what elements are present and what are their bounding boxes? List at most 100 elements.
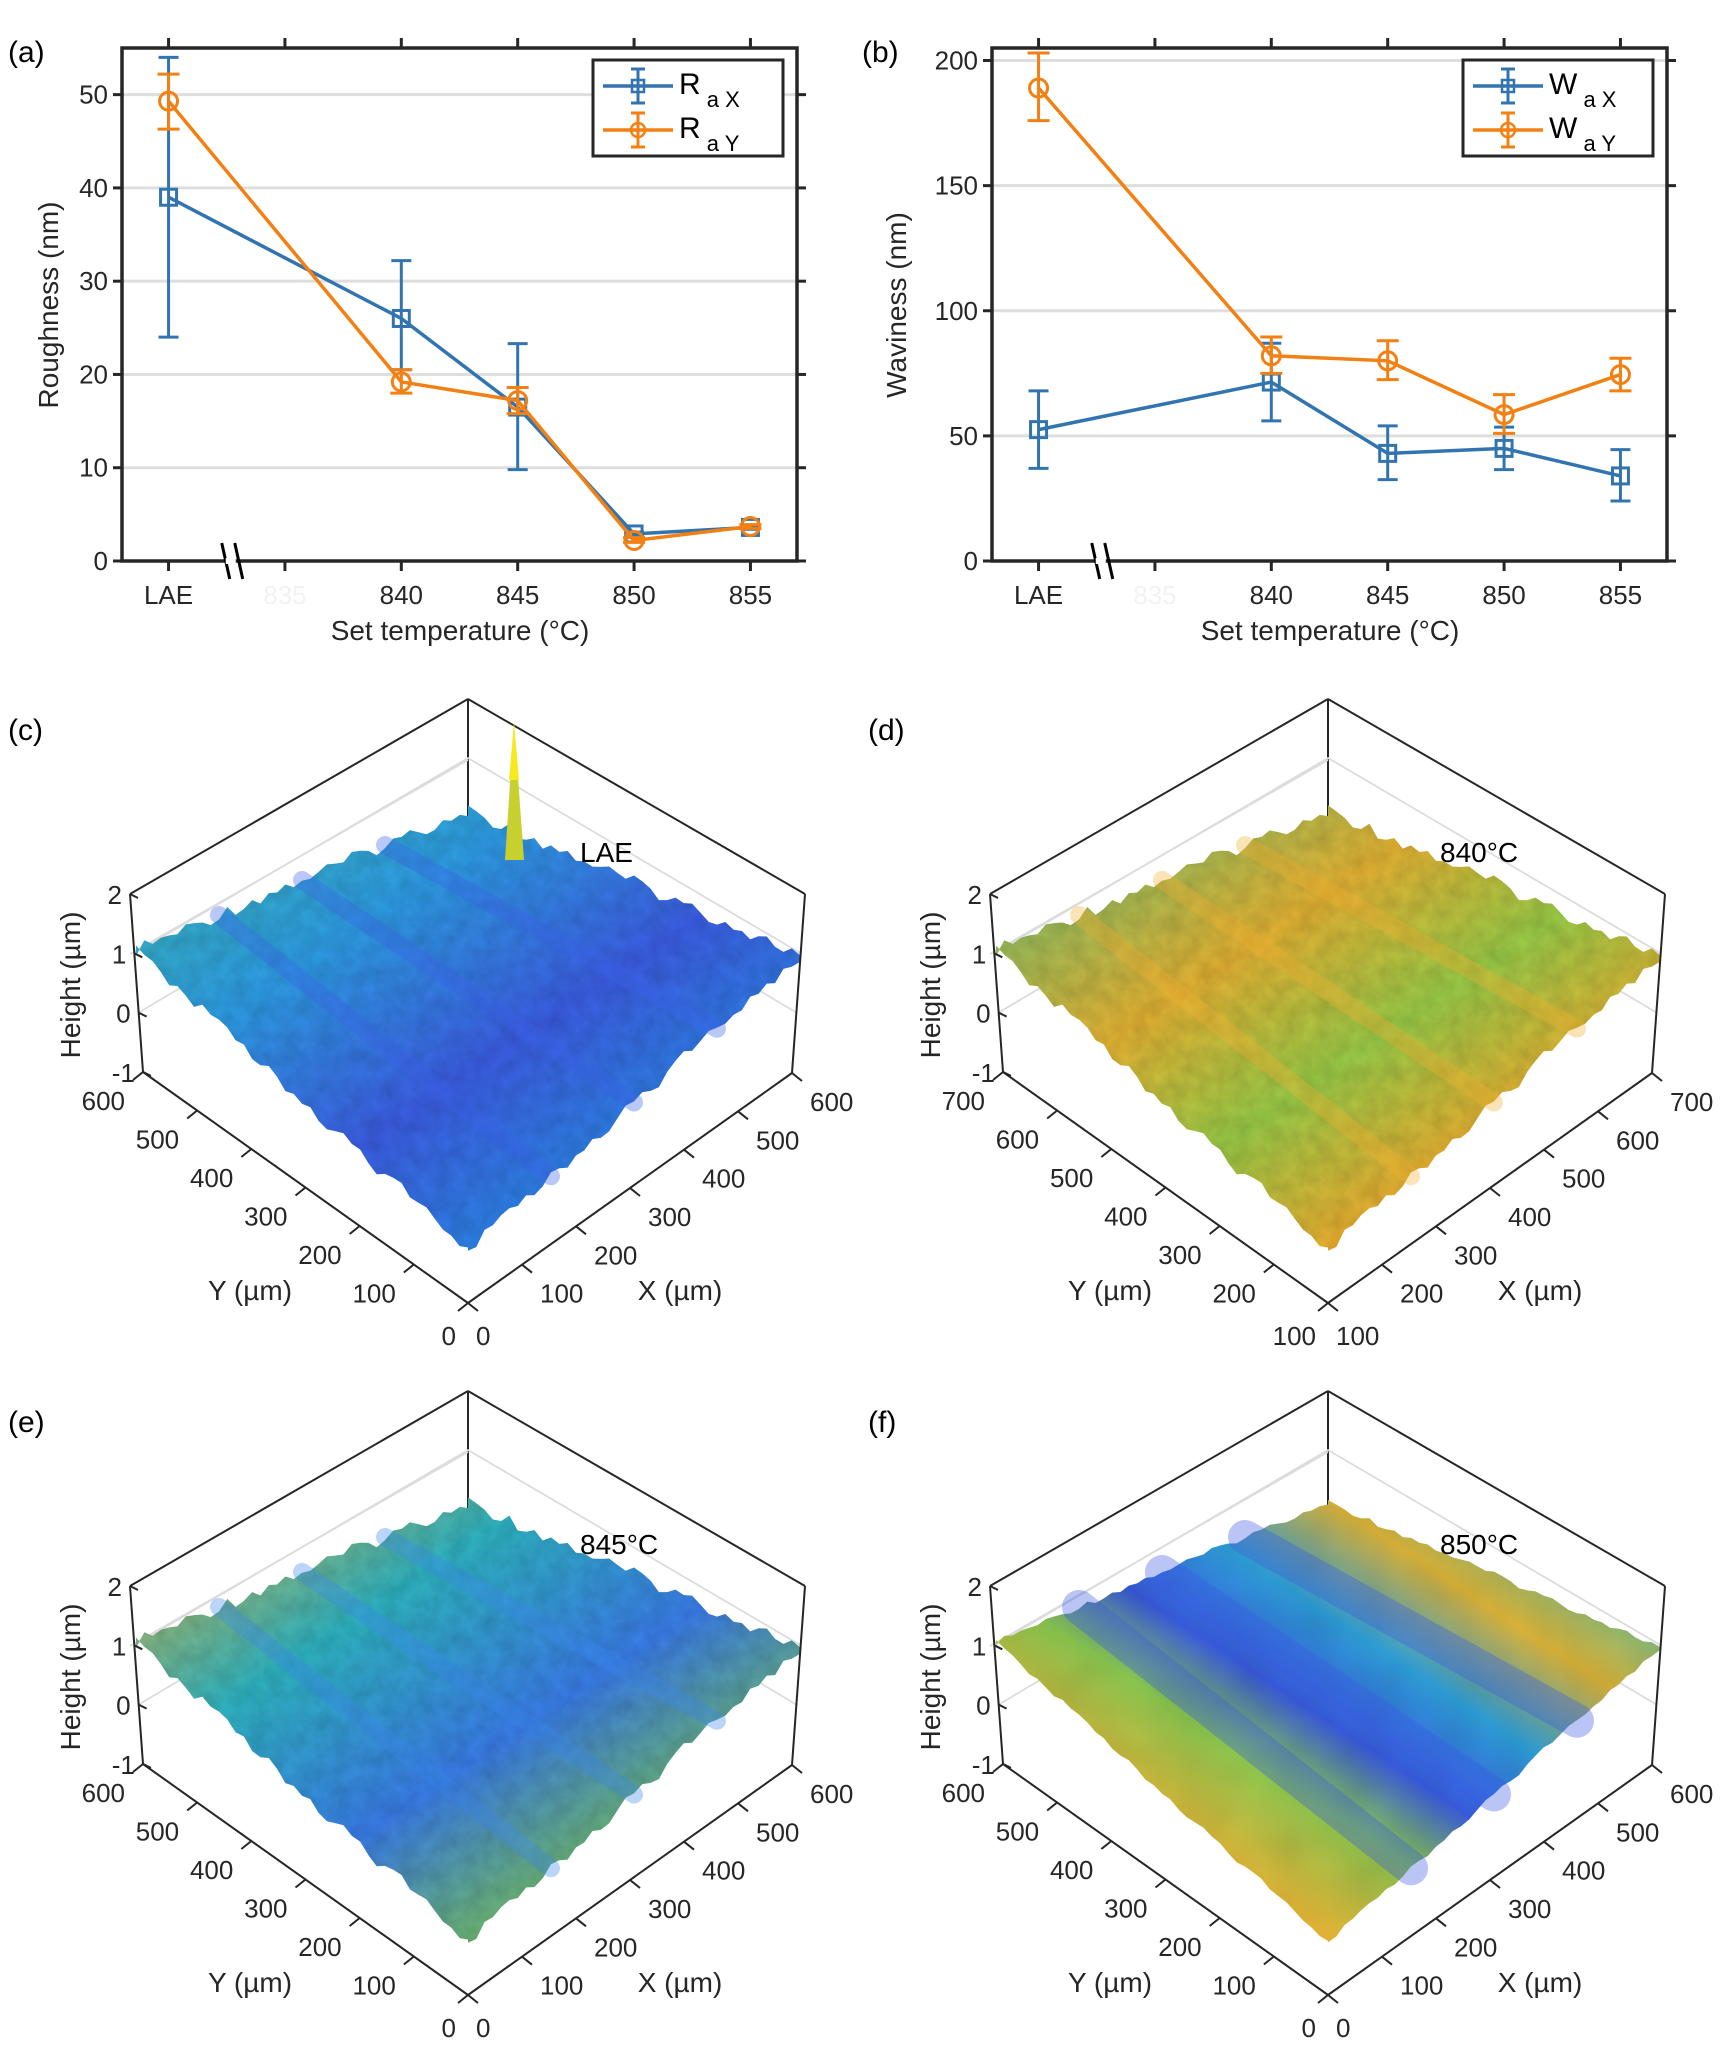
z-tick <box>998 1703 1008 1710</box>
z-axis-line-right <box>791 893 806 1074</box>
x-tick <box>791 1072 803 1082</box>
y-tick <box>1263 1955 1275 1966</box>
z-tick <box>129 1585 139 1591</box>
y-tick <box>1046 1801 1058 1812</box>
y-tick-label: 400 <box>1104 1202 1147 1232</box>
data-point <box>623 529 645 551</box>
x-tick-label: 400 <box>1508 1202 1551 1232</box>
data-point <box>1028 77 1050 99</box>
y-tick <box>349 1917 361 1927</box>
series-line <box>167 195 751 536</box>
x-tick-label: 840 <box>380 580 423 610</box>
y-tick-label: 300 <box>1104 1894 1147 1924</box>
y-tick-label: 600 <box>942 1778 985 1808</box>
legend-label-main: W <box>1549 112 1578 145</box>
x-tick-label: 200 <box>594 1240 637 1270</box>
y-axis-title: Y (µm) <box>208 1967 292 1998</box>
z-tick <box>993 1644 1003 1651</box>
z-gridline-2 <box>129 1451 469 1647</box>
x-tick-label: 100 <box>540 1971 583 2001</box>
z-tick-label: -1 <box>112 1058 135 1088</box>
x-axis-title-b: Set temperature (°C) <box>1201 615 1460 646</box>
y-tick <box>1317 1302 1329 1312</box>
x-axis-title: X (µm) <box>638 1967 723 1998</box>
x-tick-label: 300 <box>1454 1240 1497 1270</box>
data-point <box>1609 364 1631 386</box>
data-point <box>739 515 761 537</box>
y-tick-label: 0 <box>442 1321 456 1351</box>
x-tick <box>629 1879 641 1889</box>
surface-annotation: 840°C <box>1440 837 1518 868</box>
y-tick <box>240 1148 252 1158</box>
x-tick-label: 400 <box>702 1856 745 1886</box>
y-tick-label: 200 <box>935 46 978 76</box>
y-tick-label: 200 <box>1212 1279 1255 1309</box>
z-axis-line-right <box>1651 1585 1666 1766</box>
x-tick <box>467 1302 479 1312</box>
x-tick-label: 200 <box>1400 1279 1443 1309</box>
box-edge <box>129 1390 469 1587</box>
x-tick <box>1381 1263 1393 1274</box>
z-axis-title: Height (µm) <box>55 1604 86 1751</box>
box-edge <box>989 698 1329 895</box>
z-tick-label: -1 <box>972 1058 995 1088</box>
x-tick-label: 0 <box>1336 2013 1350 2043</box>
waviness-chart: (b) 0 50 100 150 200 LAE 835 840 845 850 855 W a X… <box>862 36 1676 646</box>
z-tick <box>133 1644 143 1651</box>
y-tick-label: 200 <box>298 1240 341 1270</box>
x-tick <box>791 1764 803 1774</box>
y-tick-label: 0 <box>94 546 108 576</box>
x-tick-label: 300 <box>648 1202 691 1232</box>
axis-break-gap <box>225 558 236 564</box>
legend-box <box>1461 58 1655 158</box>
legend-label-sub: a Y <box>701 131 740 156</box>
surface-annotation: 845°C <box>580 1529 658 1560</box>
axis-break-gap <box>1095 558 1106 564</box>
x-tick-label: 500 <box>1616 1817 1659 1847</box>
y-tick-label: 0 <box>1302 2013 1316 2043</box>
surface-annotation: LAE <box>580 837 633 868</box>
surface-plot-lae: (c) 2 1 0 -1 Height (µm) 0 100 200 300 400 500 600 Y … <box>8 698 853 1351</box>
surface-ridge <box>210 906 560 1186</box>
surface <box>136 805 800 1251</box>
x-axis-title: X (µm) <box>638 1275 723 1306</box>
z-tick-label: 1 <box>112 1631 126 1661</box>
x-tick-label: 100 <box>1336 1321 1379 1351</box>
z-axis-line-right <box>1651 893 1666 1074</box>
data-point <box>1610 466 1630 486</box>
z-axis-line <box>989 1585 1004 1765</box>
x-tick <box>1543 1840 1555 1851</box>
surface-ridge <box>376 1528 726 1730</box>
y-tick <box>1317 1994 1329 2004</box>
y-tick-label: 400 <box>190 1855 233 1885</box>
y-axis-title-b: Waviness (nm) <box>881 212 912 398</box>
y-tick-label: 10 <box>79 453 108 483</box>
y-tick <box>992 1763 1004 1773</box>
legend-label-main: W <box>1549 68 1578 101</box>
x-tick-label: 850 <box>612 580 655 610</box>
data-point <box>507 390 529 412</box>
y-tick-label: 600 <box>996 1125 1039 1155</box>
y-tick-label: 400 <box>190 1163 233 1193</box>
legend-label-sub: a X <box>701 87 740 112</box>
y-tick-label: 600 <box>82 1778 125 1808</box>
z-axis-title: Height (µm) <box>915 912 946 1059</box>
surface-ridge <box>1062 1590 1428 1886</box>
y-tick-label: 100 <box>1273 1321 1316 1351</box>
x-tick <box>1327 1302 1339 1312</box>
y-tick-label: 100 <box>352 1971 395 2001</box>
x-tick <box>1489 1879 1501 1889</box>
surface-plot-845: (e) 2 1 0 -1 Height (µm) 0 100 200 300 400 500 600 Y … <box>8 1390 853 2043</box>
y-tick-label: 150 <box>935 171 978 201</box>
data-point <box>1378 443 1398 463</box>
x-tick <box>1381 1955 1393 1966</box>
z-gridline-2 <box>129 759 469 955</box>
data-point <box>1377 350 1399 372</box>
panel-label: (e) <box>8 1406 45 1439</box>
legend-a: R a XR a Y <box>591 58 785 158</box>
z-tick <box>138 1703 148 1710</box>
x-tick-label: 835 <box>263 580 306 610</box>
x-tick-label: 845 <box>1366 580 1409 610</box>
x-tick <box>521 1955 533 1966</box>
